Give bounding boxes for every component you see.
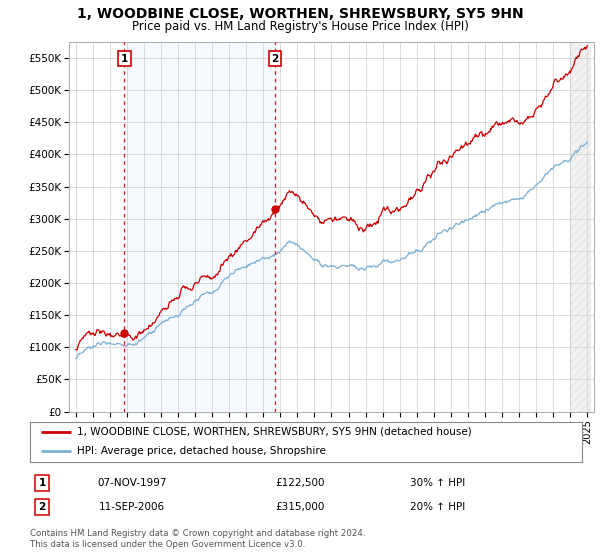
- Bar: [570, 42, 590, 412]
- Text: 07-NOV-1997: 07-NOV-1997: [97, 478, 167, 488]
- Text: £122,500: £122,500: [275, 478, 325, 488]
- Text: 20% ↑ HPI: 20% ↑ HPI: [410, 502, 466, 512]
- Text: 1: 1: [121, 54, 128, 64]
- Text: Contains HM Land Registry data © Crown copyright and database right 2024.
This d: Contains HM Land Registry data © Crown c…: [30, 529, 365, 549]
- Text: 11-SEP-2006: 11-SEP-2006: [99, 502, 165, 512]
- Text: 2: 2: [272, 54, 279, 64]
- Text: 1: 1: [38, 478, 46, 488]
- Text: 30% ↑ HPI: 30% ↑ HPI: [410, 478, 466, 488]
- Text: £315,000: £315,000: [275, 502, 325, 512]
- Bar: [124, 42, 275, 412]
- Text: 2: 2: [38, 502, 46, 512]
- Text: Price paid vs. HM Land Registry's House Price Index (HPI): Price paid vs. HM Land Registry's House …: [131, 20, 469, 32]
- Text: HPI: Average price, detached house, Shropshire: HPI: Average price, detached house, Shro…: [77, 446, 326, 456]
- Text: 1, WOODBINE CLOSE, WORTHEN, SHREWSBURY, SY5 9HN: 1, WOODBINE CLOSE, WORTHEN, SHREWSBURY, …: [77, 7, 523, 21]
- Text: 1, WOODBINE CLOSE, WORTHEN, SHREWSBURY, SY5 9HN (detached house): 1, WOODBINE CLOSE, WORTHEN, SHREWSBURY, …: [77, 427, 472, 437]
